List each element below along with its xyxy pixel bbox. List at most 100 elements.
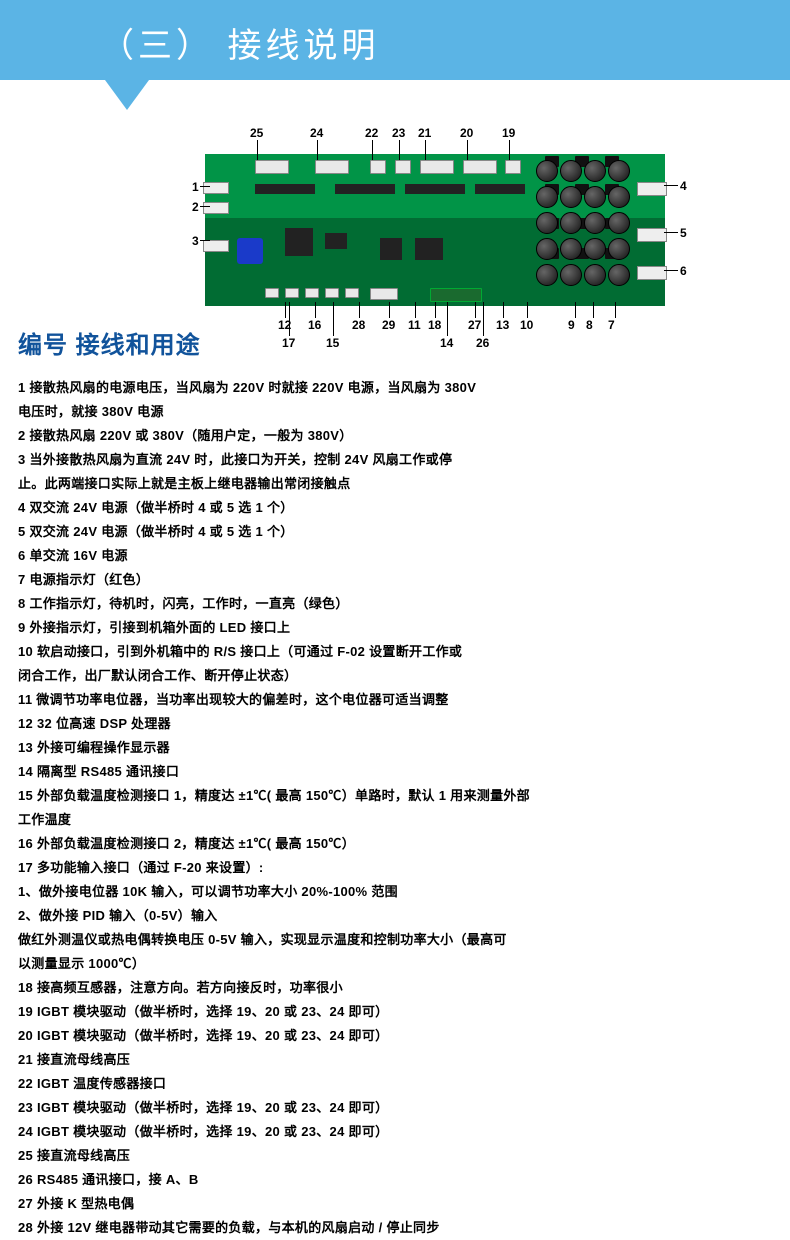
ic-chip xyxy=(335,184,395,194)
connector xyxy=(255,160,289,174)
lead-line xyxy=(317,140,318,160)
terminal-block xyxy=(430,288,482,302)
list-item: 12 32 位高速 DSP 处理器 xyxy=(18,712,758,736)
list-item: 27 外接 K 型热电偶 xyxy=(18,1192,758,1216)
list-item: 22 IGBT 温度传感器接口 xyxy=(18,1072,758,1096)
list-item: 26 RS485 通讯接口，接 A、B xyxy=(18,1168,758,1192)
lead-line xyxy=(664,185,678,186)
connector xyxy=(265,288,279,298)
list-item: 20 IGBT 模块驱动（做半桥时，选择 19、20 或 23、24 即可） xyxy=(18,1024,758,1048)
list-item: 2、做外接 PID 输入（0-5V）输入 xyxy=(18,904,758,928)
list-item: 24 IGBT 模块驱动（做半桥时，选择 19、20 或 23、24 即可） xyxy=(18,1120,758,1144)
callout-number: 11 xyxy=(408,318,421,332)
lead-line xyxy=(664,232,678,233)
list-item: 16 外部负载温度检测接口 2，精度达 ±1℃( 最高 150℃） xyxy=(18,832,758,856)
callout-number: 20 xyxy=(460,126,473,140)
list-item: 1 接散热风扇的电源电压，当风扇为 220V 时就接 220V 电源，当风扇为 … xyxy=(18,376,758,400)
callout-number: 22 xyxy=(365,126,378,140)
callout-number: 21 xyxy=(418,126,431,140)
callout-number: 18 xyxy=(428,318,441,332)
list-item: 闭合工作，出厂默认闭合工作、断开停止状态） xyxy=(18,664,758,688)
lead-line xyxy=(425,140,426,160)
connector xyxy=(203,182,229,194)
lead-line xyxy=(315,302,316,318)
pcb-board xyxy=(205,154,665,306)
list-item: 14 隔离型 RS485 通讯接口 xyxy=(18,760,758,784)
lead-line xyxy=(399,140,400,160)
header-block xyxy=(415,238,443,260)
lead-line xyxy=(415,302,416,318)
callout-number: 4 xyxy=(680,179,687,193)
list-item: 9 外接指示灯，引接到机箱外面的 LED 接口上 xyxy=(18,616,758,640)
list-item: 10 软启动接口，引到外机箱中的 R/S 接口上（可通过 F-02 设置断开工作… xyxy=(18,640,758,664)
lead-line xyxy=(575,302,576,318)
lead-line xyxy=(289,302,290,336)
connector xyxy=(637,182,667,196)
list-item: 18 接高频互感器，注意方向。若方向接反时，功率很小 xyxy=(18,976,758,1000)
callout-number: 2 xyxy=(192,200,199,214)
lead-line xyxy=(435,302,436,318)
lead-line xyxy=(503,302,504,318)
lead-line xyxy=(664,270,678,271)
list-item: 7 电源指示灯（红色） xyxy=(18,568,758,592)
connector xyxy=(637,228,667,242)
lead-line xyxy=(615,302,616,318)
callout-number: 14 xyxy=(440,336,453,350)
list-item: 25 接直流母线高压 xyxy=(18,1144,758,1168)
callout-number: 25 xyxy=(250,126,263,140)
lead-line xyxy=(359,302,360,318)
list-item: 电压时，就接 380V 电源 xyxy=(18,400,758,424)
connector xyxy=(637,266,667,280)
section-banner: （三） 接线说明 xyxy=(0,0,790,80)
list-item: 工作温度 xyxy=(18,808,758,832)
header-block xyxy=(380,238,402,260)
callout-number: 17 xyxy=(282,336,295,350)
list-item: 做红外测温仪或热电偶转换电压 0-5V 输入，实现显示温度和控制功率大小（最高可 xyxy=(18,928,758,952)
connector xyxy=(305,288,319,298)
list-item: 23 IGBT 模块驱动（做半桥时，选择 19、20 或 23、24 即可） xyxy=(18,1096,758,1120)
list-item: 以测量显示 1000℃） xyxy=(18,952,758,976)
list-heading: 编号 接线和用途 xyxy=(18,325,201,360)
callout-number: 16 xyxy=(308,318,321,332)
list-item: 6 单交流 16V 电源 xyxy=(18,544,758,568)
connector xyxy=(285,288,299,298)
ic-chip xyxy=(405,184,465,194)
lead-line xyxy=(372,140,373,160)
list-item: 2 接散热风扇 220V 或 380V（随用户定，一般为 380V） xyxy=(18,424,758,448)
ic-chip xyxy=(475,184,525,194)
callout-number: 13 xyxy=(496,318,509,332)
connector xyxy=(325,288,339,298)
dsp-chip xyxy=(285,228,313,256)
callout-number: 23 xyxy=(392,126,405,140)
connector xyxy=(370,288,398,300)
connector xyxy=(370,160,386,174)
callout-number: 1 xyxy=(192,180,199,194)
ic-chip xyxy=(255,184,315,194)
callout-number: 7 xyxy=(608,318,615,332)
lead-line xyxy=(200,186,210,187)
lead-line xyxy=(483,302,484,336)
connector xyxy=(345,288,359,298)
lead-line xyxy=(509,140,510,160)
pcb-diagram: 2524222321201912345612171615282911181427… xyxy=(0,120,790,340)
callout-number: 15 xyxy=(326,336,339,350)
list-item: 1、做外接电位器 10K 输入，可以调节功率大小 20%-100% 范围 xyxy=(18,880,758,904)
lead-line xyxy=(200,240,210,241)
list-item: 19 IGBT 模块驱动（做半桥时，选择 19、20 或 23、24 即可） xyxy=(18,1000,758,1024)
lead-line xyxy=(333,302,334,336)
callout-number: 26 xyxy=(476,336,489,350)
lead-line xyxy=(467,140,468,160)
lead-line xyxy=(200,206,210,207)
connector xyxy=(395,160,411,174)
list-item: 28 外接 12V 继电器带动其它需要的负载，与本机的风扇启动 / 停止同步 xyxy=(18,1216,758,1240)
connector xyxy=(505,160,521,174)
callout-number: 24 xyxy=(310,126,323,140)
connector xyxy=(203,240,229,252)
potentiometer xyxy=(237,238,263,264)
callout-number: 3 xyxy=(192,234,199,248)
callout-number: 27 xyxy=(468,318,481,332)
connector xyxy=(203,202,229,214)
callout-number: 6 xyxy=(680,264,687,278)
list-item: 13 外接可编程操作显示器 xyxy=(18,736,758,760)
lead-line xyxy=(257,140,258,160)
